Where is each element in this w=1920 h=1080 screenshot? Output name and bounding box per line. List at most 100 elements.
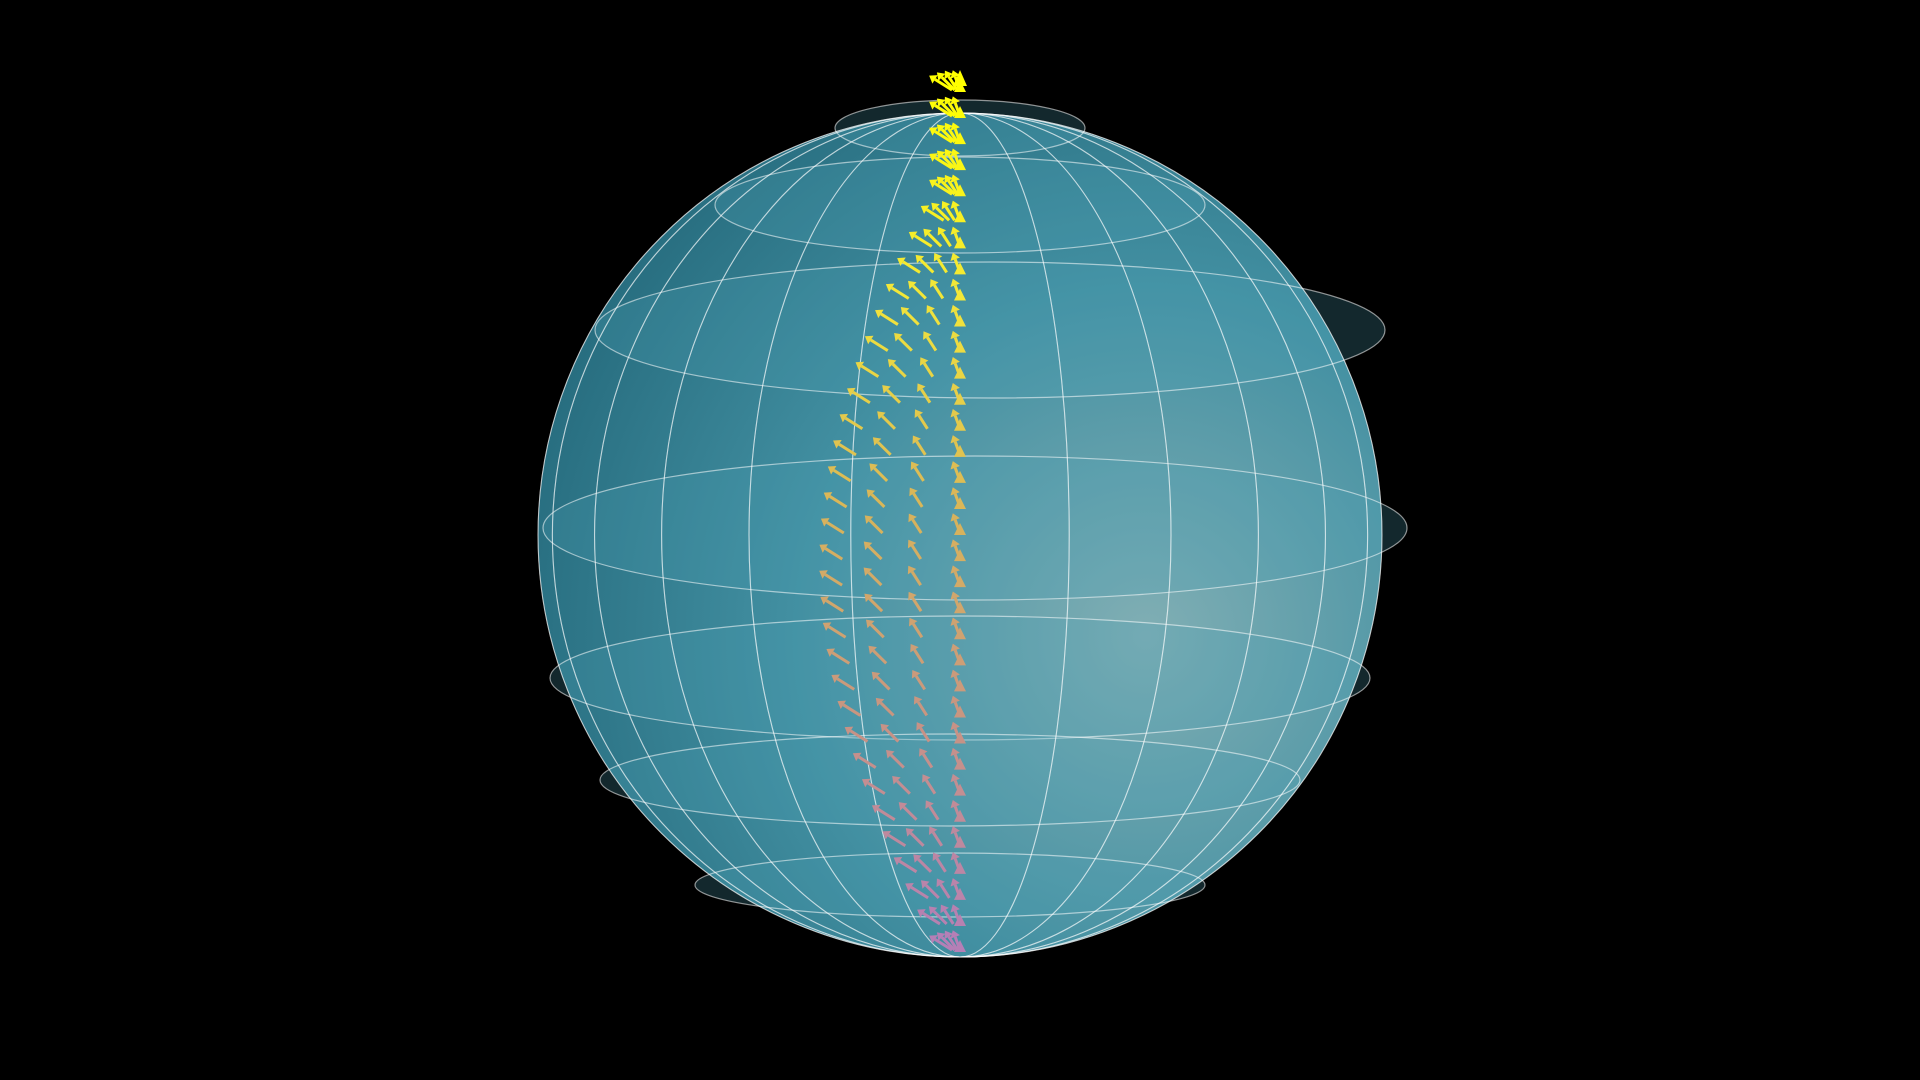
axis-vector-arrowhead <box>953 70 967 86</box>
vector-arrowhead <box>865 619 875 629</box>
vector-arrowhead <box>936 150 946 160</box>
vector-arrowhead <box>929 75 938 84</box>
vector-arrow <box>910 885 929 900</box>
vector-arrowhead <box>833 439 842 449</box>
vector-arrowhead <box>866 489 876 498</box>
vector-arrow <box>940 180 956 196</box>
vector-arrow <box>934 182 953 196</box>
vector-arrow <box>879 701 895 717</box>
vector-arrow <box>934 104 953 118</box>
vector-arrowhead <box>819 570 828 579</box>
vector-arrowhead <box>908 513 917 523</box>
vector-arrow <box>836 677 856 691</box>
vector-arrowhead <box>909 487 918 497</box>
vector-arrowhead <box>907 539 917 549</box>
vector-arrow <box>940 232 952 248</box>
vector-arrowhead <box>864 593 873 603</box>
vector-arrowhead <box>823 492 833 501</box>
vector-arrow <box>902 260 921 274</box>
vector-arrowhead <box>937 226 947 236</box>
vector-arrowhead <box>944 930 953 940</box>
vector-arrow <box>940 102 956 118</box>
vector-arrow <box>909 832 925 847</box>
vector-arrow <box>934 156 953 170</box>
vector-arrow <box>913 466 925 482</box>
vector-arrow <box>881 415 896 430</box>
vector-arrow <box>944 206 956 222</box>
latitude-ring <box>599 733 1301 827</box>
vector-arrow <box>868 597 884 613</box>
vector-arrowhead <box>950 461 960 470</box>
vector-arrow <box>936 258 948 274</box>
vector-arrowhead <box>827 466 837 475</box>
vector-arrowhead <box>863 567 873 577</box>
vector-arrow <box>886 388 901 404</box>
vector-arrow <box>947 127 959 143</box>
vector-arrowhead <box>950 643 960 652</box>
vector-arrowhead <box>950 330 960 340</box>
vector-arrow <box>896 779 911 795</box>
vector-arrowhead <box>950 383 960 392</box>
vector-arrow-cluster <box>875 304 966 327</box>
vector-arrow <box>914 675 927 691</box>
vector-arrow <box>929 310 941 326</box>
vector-arrow-cluster <box>833 435 966 457</box>
latitude-ring <box>594 261 1386 399</box>
vector-arrow <box>940 936 956 952</box>
vector-arrowhead <box>912 435 921 445</box>
vector-arrowhead <box>910 461 920 471</box>
vector-arrowhead <box>910 643 919 653</box>
vector-arrow <box>826 521 845 535</box>
vector-arrowhead <box>950 252 960 261</box>
vector-arrowhead <box>897 257 906 267</box>
vector-arrowhead <box>922 774 931 783</box>
vector-arrowhead <box>868 645 877 655</box>
vector-arrowhead <box>887 359 897 368</box>
vector-arrow <box>838 442 857 457</box>
vector-arrow <box>920 388 932 404</box>
vector-arrowhead <box>950 96 960 105</box>
vector-arrow <box>947 153 959 169</box>
vector-arrowhead <box>831 674 840 683</box>
vector-arrowhead <box>923 331 932 340</box>
vector-arrow <box>898 859 918 874</box>
vector-arrowhead <box>940 904 949 914</box>
vector-arrowhead <box>929 127 938 136</box>
vector-arrowhead <box>944 122 953 132</box>
vector-arrow <box>852 390 871 404</box>
vector-arrowhead <box>894 333 903 342</box>
vector-arrow <box>867 545 883 561</box>
vector-arrowhead <box>950 930 960 939</box>
vector-arrowhead <box>837 700 847 710</box>
vector-arrow <box>904 310 920 326</box>
vector-arrowhead <box>875 697 885 707</box>
vector-arrowhead <box>936 72 946 81</box>
vector-arrowhead <box>872 437 882 446</box>
vector-arrowhead <box>932 852 942 862</box>
vector-arrow <box>940 76 956 92</box>
vector-arrowhead <box>819 544 829 553</box>
vector-arrow <box>867 571 883 587</box>
vector-arrow <box>849 729 869 743</box>
vector-arrow-cluster <box>885 278 966 301</box>
vector-arrow <box>831 651 851 665</box>
vector-arrowhead <box>852 752 862 762</box>
vector-arrow-cluster <box>897 252 966 275</box>
vector-arrowhead <box>950 904 960 913</box>
vector-arrow <box>917 414 929 430</box>
vector-arrowhead <box>844 726 854 736</box>
vector-arrow-cluster <box>844 721 966 744</box>
vector-arrowhead <box>917 383 926 392</box>
vector-arrowhead <box>929 935 938 944</box>
vector-arrow <box>889 753 905 769</box>
vector-arrowhead <box>913 696 923 705</box>
vector-arrow <box>917 858 933 873</box>
vector-arrowhead <box>950 122 960 131</box>
vector-arrow <box>891 362 907 378</box>
vector-arrowhead <box>936 176 946 186</box>
vector-arrowhead <box>941 200 951 210</box>
vector-arrow <box>922 753 934 769</box>
vector-arrowhead <box>950 852 960 861</box>
vector-arrow <box>902 805 918 821</box>
vector-arrowhead <box>944 70 953 80</box>
